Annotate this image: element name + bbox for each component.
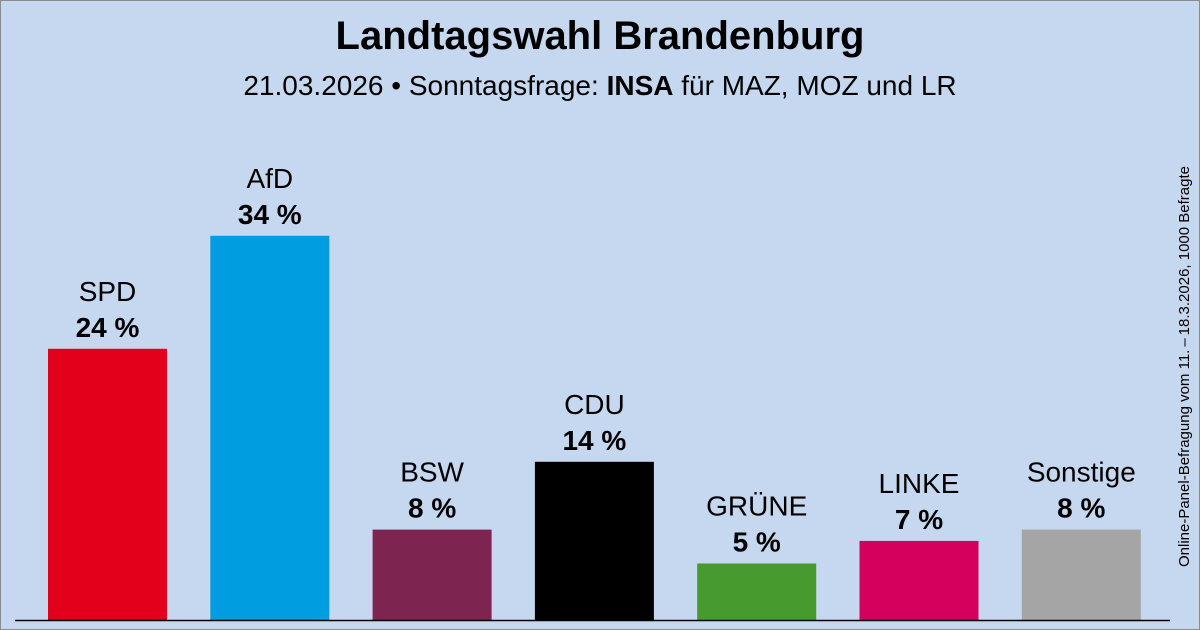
bar-cdu xyxy=(534,461,654,620)
chart-subtitle: 21.03.2026 • Sonntagsfrage: INSA für MAZ… xyxy=(0,70,1200,102)
value-label-afd: 34 % xyxy=(238,199,302,230)
category-label-afd: AfD xyxy=(246,163,293,194)
category-label-cdu: CDU xyxy=(564,389,625,420)
value-label-sonstige: 8 % xyxy=(1057,493,1105,524)
bar-sonstige xyxy=(1021,529,1141,620)
bar-afd xyxy=(210,235,330,621)
category-label-sonstige: Sonstige xyxy=(1027,457,1136,488)
category-label-bsw: BSW xyxy=(400,457,464,488)
chart-title: Landtagswahl Brandenburg xyxy=(335,14,865,58)
bar-bsw xyxy=(372,529,492,620)
poll-institute: INSA xyxy=(606,70,674,101)
category-label-gruene: GRÜNE xyxy=(706,491,807,522)
value-label-bsw: 8 % xyxy=(408,493,456,524)
poll-client: für MAZ, MOZ und LR xyxy=(681,70,957,101)
value-label-cdu: 14 % xyxy=(562,425,626,456)
category-label-spd: SPD xyxy=(79,276,137,307)
bar-linke xyxy=(859,540,979,620)
value-label-gruene: 5 % xyxy=(733,527,781,558)
poll-date: 21.03.2026 xyxy=(243,70,384,101)
value-label-spd: 24 % xyxy=(76,312,140,343)
category-label-linke: LINKE xyxy=(879,468,960,499)
bar-gruene xyxy=(697,563,817,620)
poll-label: Sonntagsfrage: xyxy=(408,70,599,101)
bar-spd xyxy=(48,348,167,620)
value-label-linke: 7 % xyxy=(895,504,943,535)
subtitle-separator: • xyxy=(391,70,402,101)
